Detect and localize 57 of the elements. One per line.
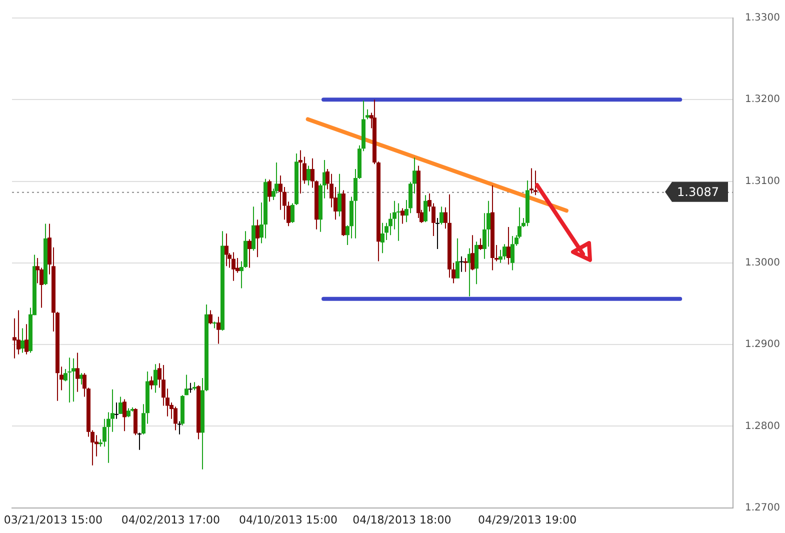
candlestick: [470, 234, 474, 271]
candlestick: [460, 256, 464, 272]
y-tick-label: 1.3300: [745, 12, 780, 24]
candlestick: [184, 374, 188, 396]
candlestick: [248, 238, 252, 268]
candlestick: [396, 202, 400, 242]
candlestick: [114, 402, 118, 420]
candlestick: [68, 357, 72, 403]
candlestick: [118, 396, 122, 414]
candlestick: [534, 170, 538, 196]
candlestick: [224, 233, 228, 267]
x-tick-label: 03/21/2013 15:00: [4, 513, 102, 526]
candlestick: [76, 352, 80, 392]
candlestick: [20, 328, 24, 354]
candlestick: [510, 235, 514, 271]
candlestick: [178, 420, 182, 435]
candlestick: [380, 222, 384, 254]
ref-line-label: 1.3087: [677, 185, 720, 200]
x-tick-label: 04/29/2013 19:00: [478, 513, 577, 526]
candlestick: [256, 219, 260, 258]
y-tick-label: 1.3200: [745, 94, 780, 106]
candlestick: [72, 358, 76, 402]
y-tick-label: 1.2900: [745, 339, 780, 350]
candlestick: [478, 238, 482, 250]
candlestick: [154, 364, 158, 394]
y-tick-label: 1.3100: [745, 176, 780, 187]
candlestick: [216, 316, 220, 344]
x-tick-label: 04/02/2013 17:00: [121, 513, 220, 526]
candlestick: [306, 165, 310, 186]
candlestick: [474, 241, 478, 285]
candlestick: [122, 398, 126, 432]
candlestick: [232, 252, 236, 282]
candlestick: [188, 382, 192, 394]
candlestick: [464, 258, 468, 272]
candlestick: [16, 310, 20, 355]
candlestick: [252, 206, 256, 252]
candlestick: [400, 208, 404, 224]
candlestick: [268, 179, 272, 202]
candlestick: [150, 376, 154, 390]
candlestick: [502, 244, 506, 260]
candlestick: [138, 432, 142, 450]
candlestick: [530, 168, 534, 194]
candlestick: [208, 310, 212, 325]
candlestick: [456, 238, 460, 279]
x-tick-label: 04/18/2013 18:00: [352, 513, 452, 526]
y-tick-label: 1.3000: [745, 257, 780, 268]
candlestick: [338, 173, 342, 217]
candlestick: [436, 218, 440, 250]
y-tick-label: 1.2700: [745, 502, 780, 514]
candlestick: [298, 150, 302, 194]
candlestick: [424, 194, 428, 223]
y-tick-label: 1.2800: [745, 420, 780, 432]
candlestick: [506, 226, 510, 266]
candlestick: [440, 206, 444, 226]
x-tick-label: 04/10/2013 15:00: [238, 513, 338, 526]
candlestick: [174, 406, 178, 431]
candlestick: [24, 324, 28, 355]
